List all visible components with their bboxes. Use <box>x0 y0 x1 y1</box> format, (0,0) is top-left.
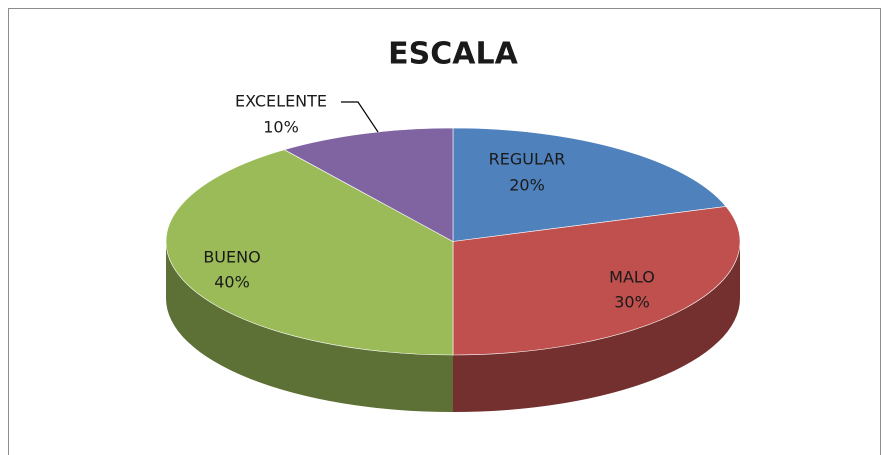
leader-line <box>341 101 379 133</box>
chart-title: ESCALA <box>388 37 518 72</box>
slice-label: BUENO <box>203 248 260 267</box>
pie-slice <box>283 127 454 243</box>
slice-value-label: 40% <box>214 273 250 292</box>
pie-slice <box>165 149 454 356</box>
slice-value-label: 10% <box>263 118 299 137</box>
slice-label: REGULAR <box>489 150 566 169</box>
pie-slice <box>452 206 741 356</box>
slice-value-label: 30% <box>614 293 650 312</box>
slice-label: MALO <box>609 268 655 287</box>
slice-value-label: 20% <box>509 176 545 195</box>
pie-slice <box>452 127 727 242</box>
slice-label: EXCELENTE <box>235 92 327 111</box>
pie-slice-side <box>166 241 453 412</box>
pie-slice-side <box>453 241 740 412</box>
